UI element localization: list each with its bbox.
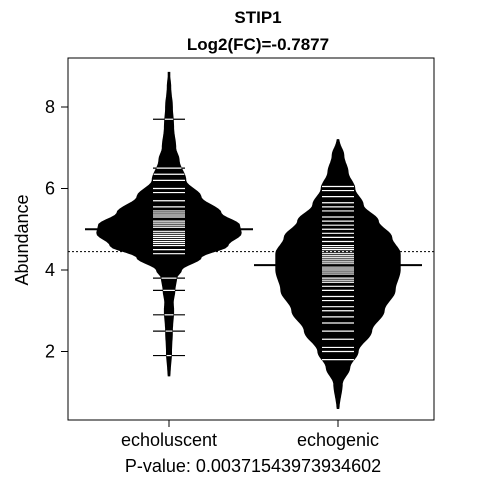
chart-title: STIP1 [234,8,281,27]
y-axis-label: Abundance [12,194,32,285]
x-tick-label: echogenic [297,430,379,450]
y-tick-label: 2 [45,342,55,362]
plot-frame [67,57,435,421]
y-tick-label: 8 [45,97,55,117]
chart-subtitle: Log2(FC)=-0.7877 [187,35,329,54]
y-tick-label: 6 [45,179,55,199]
bean-echoluscent [96,71,242,377]
x-axis-label: P-value: 0.00371543973934602 [125,456,381,476]
plot-area: 2 4 6 8 echoluscent echogenic [45,57,435,450]
y-tick-label: 4 [45,260,55,280]
x-tick-label: echoluscent [121,430,217,450]
